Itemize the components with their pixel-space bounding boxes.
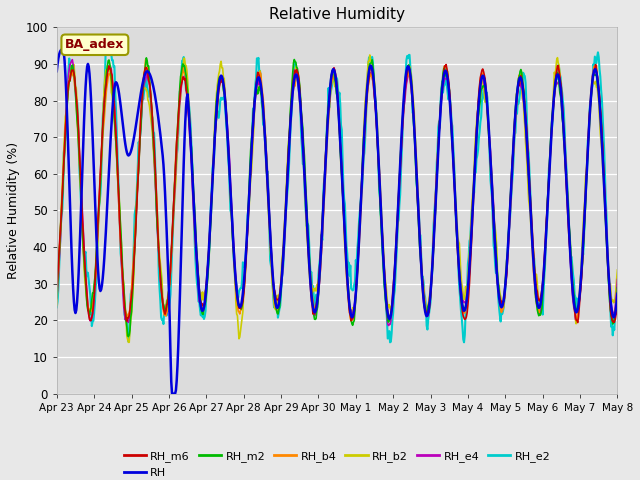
RH_e4 <box>384 321 392 327</box>
RH_m2 <box>202 299 209 305</box>
RH_b2 <box>330 72 337 77</box>
RH_m6 <box>563 192 571 198</box>
RH_e2 <box>386 339 394 345</box>
RH_m6 <box>438 87 446 93</box>
RH_e2 <box>53 304 61 310</box>
RH_b2 <box>440 65 447 71</box>
RH_b2 <box>177 96 184 102</box>
Y-axis label: Relative Humidity (%): Relative Humidity (%) <box>7 142 20 279</box>
RH_e2 <box>330 78 337 84</box>
RH_e4 <box>385 323 392 328</box>
RH_b4 <box>201 302 209 308</box>
RH_e4 <box>68 57 76 62</box>
RH_m6 <box>574 320 582 325</box>
RH <box>168 391 176 396</box>
RH <box>177 241 185 247</box>
RH_b4 <box>440 74 447 80</box>
Line: RH_m2: RH_m2 <box>57 58 618 336</box>
Line: RH_b4: RH_b4 <box>57 60 618 321</box>
RH <box>330 67 338 72</box>
RH_b4 <box>141 57 149 63</box>
Line: RH_e4: RH_e4 <box>57 60 618 325</box>
RH_m2 <box>385 319 392 325</box>
RH_m6 <box>53 283 61 289</box>
RH_e4 <box>330 67 337 72</box>
RH_m2 <box>440 66 447 72</box>
RH_m6 <box>176 95 184 101</box>
RH_b2 <box>366 52 374 58</box>
RH_e4 <box>53 295 61 300</box>
RH_b2 <box>53 302 61 308</box>
RH_b4 <box>564 196 572 202</box>
RH_b2 <box>385 302 392 308</box>
RH_b4 <box>177 83 184 88</box>
Line: RH_e2: RH_e2 <box>57 46 618 342</box>
RH_b4 <box>385 317 392 323</box>
RH_b2 <box>614 267 621 273</box>
RH_e2 <box>201 313 209 319</box>
Legend: RH_m6, RH, RH_m2, RH_b4, RH_b2, RH_e4, RH_e2: RH_m6, RH, RH_m2, RH_b4, RH_b2, RH_e4, R… <box>119 447 555 480</box>
RH_b4 <box>614 287 621 292</box>
RH_e2 <box>102 43 109 48</box>
Line: RH_m6: RH_m6 <box>57 64 618 323</box>
RH <box>202 293 209 299</box>
RH_e2 <box>614 294 621 300</box>
Text: BA_adex: BA_adex <box>65 38 125 51</box>
RH <box>440 72 447 78</box>
RH <box>614 291 621 297</box>
RH_e2 <box>177 88 184 94</box>
RH_e4 <box>440 80 447 85</box>
Line: RH_b2: RH_b2 <box>57 55 618 342</box>
RH_m2 <box>330 69 338 74</box>
RH_b4 <box>330 76 337 82</box>
RH_m2 <box>614 285 621 290</box>
RH_b2 <box>125 339 132 345</box>
RH <box>385 314 392 320</box>
RH_m6 <box>328 70 336 75</box>
RH_b4 <box>348 318 355 324</box>
RH_m2 <box>143 55 150 60</box>
RH_e4 <box>564 203 572 208</box>
RH_e2 <box>384 336 392 341</box>
RH_m2 <box>564 193 572 199</box>
RH_m2 <box>125 334 132 339</box>
Title: Relative Humidity: Relative Humidity <box>269 7 405 22</box>
RH_b2 <box>201 288 209 294</box>
RH_m2 <box>53 296 61 301</box>
RH_b4 <box>53 288 61 294</box>
RH <box>53 68 61 74</box>
RH_e2 <box>564 189 572 194</box>
RH <box>564 202 572 207</box>
RH_m2 <box>177 70 185 75</box>
RH_m6 <box>442 61 450 67</box>
RH <box>59 47 67 52</box>
RH_e4 <box>614 276 621 282</box>
RH_b2 <box>564 192 572 198</box>
RH_e2 <box>440 83 447 89</box>
RH_e4 <box>201 299 209 304</box>
RH_m6 <box>614 300 621 306</box>
RH_m6 <box>200 302 208 308</box>
RH_m6 <box>383 302 391 308</box>
RH_e4 <box>177 91 184 97</box>
Line: RH: RH <box>57 49 618 394</box>
